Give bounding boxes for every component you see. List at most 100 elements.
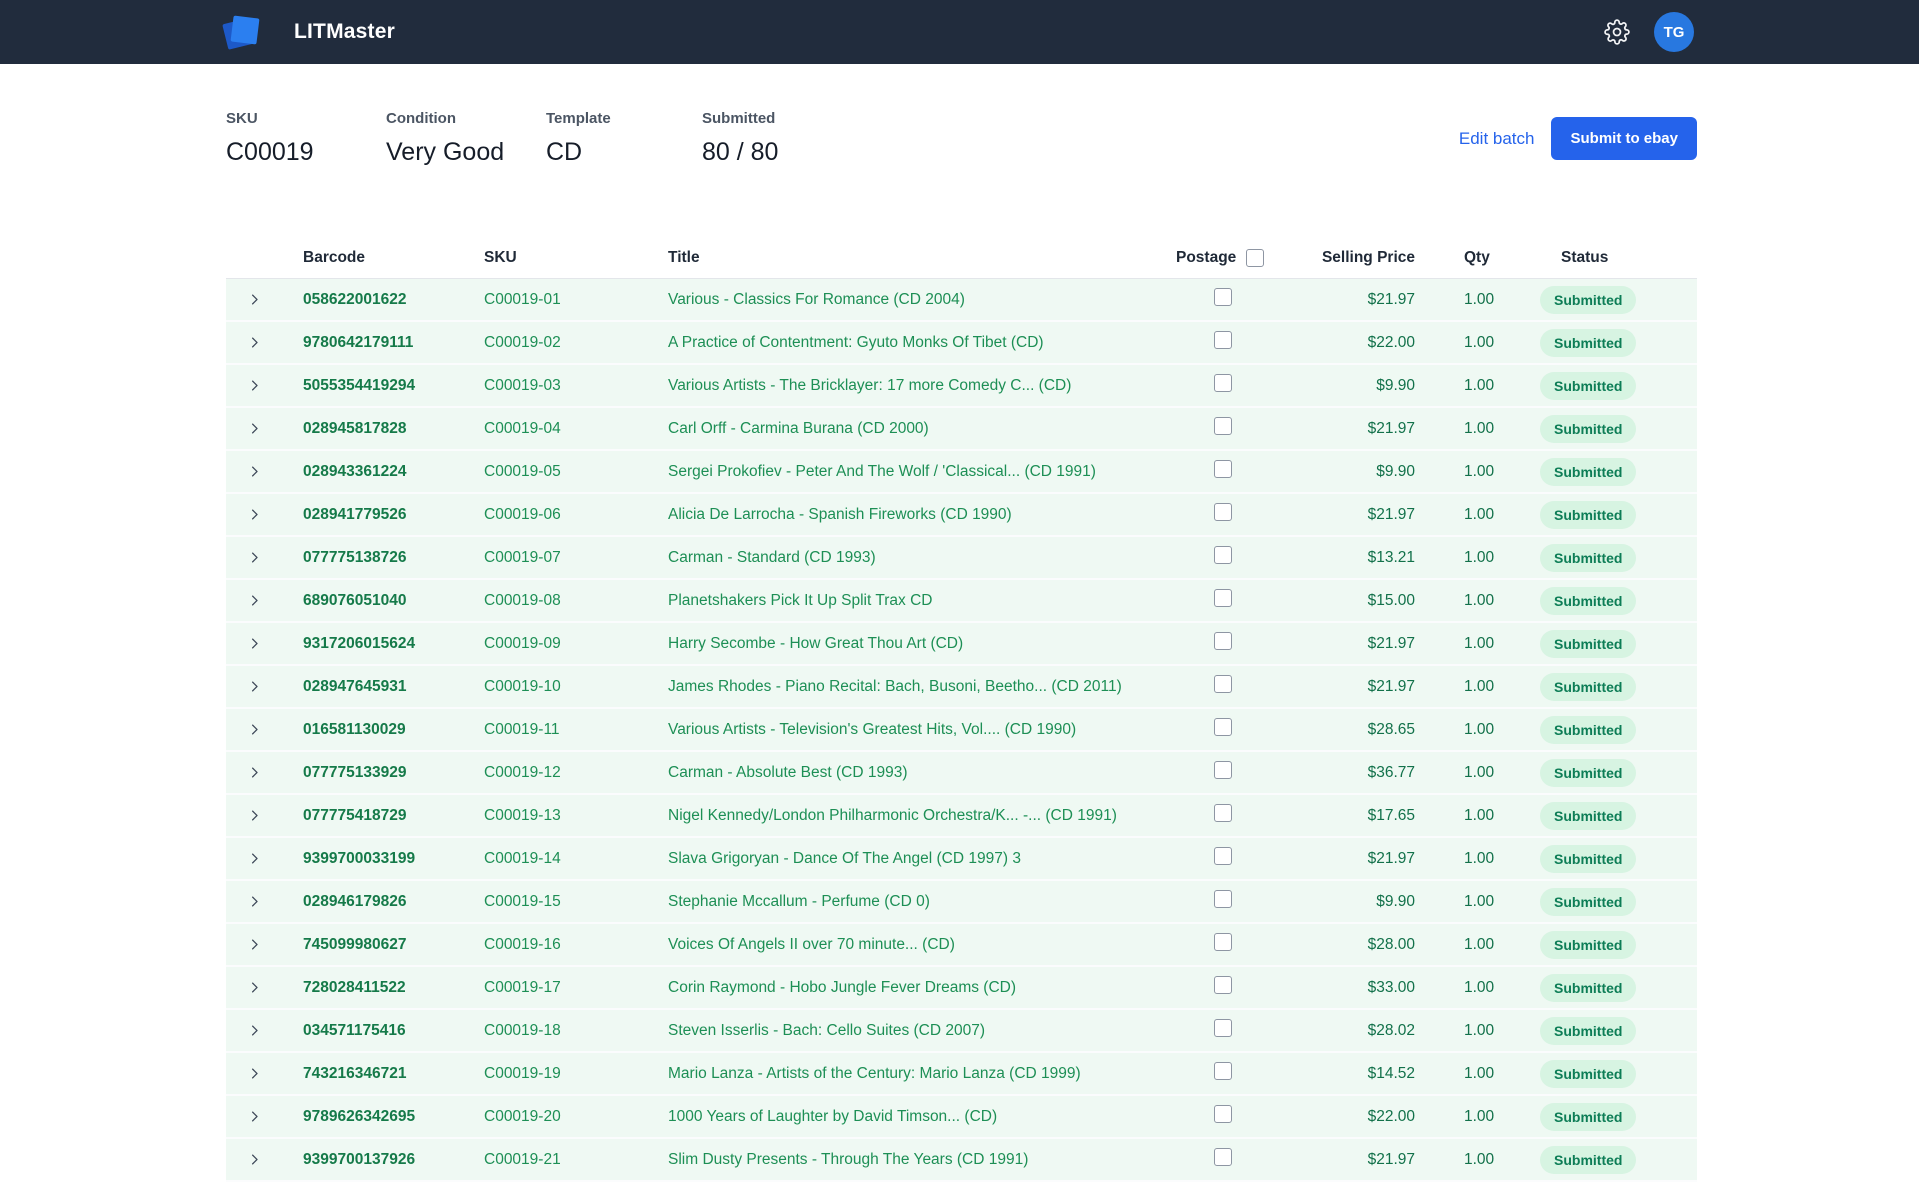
expand-row-button[interactable] — [226, 636, 303, 651]
title-cell[interactable]: 1000 Years of Laughter by David Timson..… — [668, 1107, 998, 1125]
expand-row-button[interactable] — [226, 851, 303, 866]
title-cell[interactable]: Various - Classics For Romance (CD 2004) — [668, 290, 965, 308]
submit-to-ebay-button[interactable]: Submit to ebay — [1551, 117, 1697, 160]
selling-price-cell: $21.97 — [1367, 634, 1415, 652]
expand-row-button[interactable] — [226, 808, 303, 823]
expand-row-button[interactable] — [226, 722, 303, 737]
postage-checkbox[interactable] — [1214, 718, 1232, 736]
chevron-right-icon — [252, 1111, 258, 1122]
status-cell: Submitted — [1516, 930, 1697, 959]
title-cell[interactable]: Alicia De Larrocha - Spanish Fireworks (… — [668, 505, 1012, 523]
title-cell[interactable]: Carman - Absolute Best (CD 1993) — [668, 763, 908, 781]
title-cell[interactable]: Harry Secombe - How Great Thou Art (CD) — [668, 634, 964, 652]
expand-row-button[interactable] — [226, 464, 303, 479]
postage-checkbox[interactable] — [1214, 1062, 1232, 1080]
header-qty: Qty — [1464, 248, 1490, 266]
expand-row-button[interactable] — [226, 292, 303, 307]
expand-row-button[interactable] — [226, 1109, 303, 1124]
postage-checkbox[interactable] — [1214, 503, 1232, 521]
status-badge: Submitted — [1540, 930, 1637, 959]
barcode-cell: 9399700033199 — [303, 849, 416, 867]
postage-checkbox[interactable] — [1214, 804, 1232, 822]
expand-row-button[interactable] — [226, 1066, 303, 1081]
status-badge: Submitted — [1540, 973, 1637, 1002]
postage-checkbox[interactable] — [1214, 890, 1232, 908]
table-row: 9317206015624 C00019-09 Harry Secombe - … — [226, 623, 1697, 666]
table-row: 743216346721 C00019-19 Mario Lanza - Art… — [226, 1053, 1697, 1096]
title-cell[interactable]: Slim Dusty Presents - Through The Years … — [668, 1150, 1029, 1168]
expand-row-button[interactable] — [226, 507, 303, 522]
expand-row-button[interactable] — [226, 335, 303, 350]
expand-row-button[interactable] — [226, 1152, 303, 1167]
title-cell[interactable]: Voices Of Angels II over 70 minute... (C… — [668, 935, 955, 953]
expand-row-button[interactable] — [226, 937, 303, 952]
status-cell: Submitted — [1516, 328, 1697, 357]
postage-checkbox[interactable] — [1214, 417, 1232, 435]
title-cell[interactable]: Steven Isserlis - Bach: Cello Suites (CD… — [668, 1021, 986, 1039]
title-cell[interactable]: Carl Orff - Carmina Burana (CD 2000) — [668, 419, 929, 437]
table-row: 745099980627 C00019-16 Voices Of Angels … — [226, 924, 1697, 967]
selling-price-cell: $22.00 — [1367, 1107, 1415, 1125]
barcode-cell: 016581130029 — [303, 720, 406, 738]
postage-checkbox[interactable] — [1214, 976, 1232, 994]
title-cell[interactable]: Various Artists - The Bricklayer: 17 mor… — [668, 376, 1072, 394]
select-all-postage-checkbox[interactable] — [1246, 248, 1265, 267]
postage-checkbox[interactable] — [1214, 761, 1232, 779]
title-cell[interactable]: A Practice of Contentment: Gyuto Monks O… — [668, 333, 1044, 351]
postage-checkbox[interactable] — [1214, 546, 1232, 564]
title-cell[interactable]: Corin Raymond - Hobo Jungle Fever Dreams… — [668, 978, 1017, 996]
header-status: Status — [1561, 248, 1609, 266]
postage-checkbox[interactable] — [1214, 460, 1232, 478]
postage-checkbox[interactable] — [1214, 331, 1232, 349]
title-cell[interactable]: Mario Lanza - Artists of the Century: Ma… — [668, 1064, 1081, 1082]
postage-checkbox[interactable] — [1214, 1105, 1232, 1123]
postage-checkbox[interactable] — [1214, 589, 1232, 607]
title-cell[interactable]: Nigel Kennedy/London Philharmonic Orches… — [668, 806, 1117, 824]
chevron-right-icon — [252, 509, 258, 520]
postage-checkbox[interactable] — [1214, 288, 1232, 306]
barcode-cell: 028947645931 — [303, 677, 407, 695]
sku-cell: C00019-16 — [484, 935, 561, 953]
postage-checkbox[interactable] — [1214, 933, 1232, 951]
postage-cell — [1176, 718, 1296, 741]
qty-cell: 1.00 — [1464, 290, 1495, 308]
settings-gear-icon[interactable] — [1604, 19, 1630, 45]
status-cell: Submitted — [1516, 1059, 1697, 1088]
barcode-cell: 077775133929 — [303, 763, 407, 781]
title-cell[interactable]: Sergei Prokofiev - Peter And The Wolf / … — [668, 462, 1096, 480]
selling-price-cell: $21.97 — [1367, 1150, 1415, 1168]
qty-cell: 1.00 — [1464, 849, 1495, 867]
postage-cell — [1176, 804, 1296, 827]
expand-row-button[interactable] — [226, 894, 303, 909]
expand-row-button[interactable] — [226, 765, 303, 780]
postage-checkbox[interactable] — [1214, 1019, 1232, 1037]
expand-row-button[interactable] — [226, 593, 303, 608]
postage-checkbox[interactable] — [1214, 632, 1232, 650]
postage-checkbox[interactable] — [1214, 675, 1232, 693]
title-cell[interactable]: Various Artists - Television's Greatest … — [668, 720, 1077, 738]
edit-batch-button[interactable]: Edit batch — [1458, 128, 1535, 148]
expand-row-button[interactable] — [226, 1023, 303, 1038]
expand-row-button[interactable] — [226, 980, 303, 995]
title-cell[interactable]: James Rhodes - Piano Recital: Bach, Buso… — [668, 677, 1122, 695]
title-cell[interactable]: Planetshakers Pick It Up Split Trax CD — [668, 591, 933, 609]
expand-row-button[interactable] — [226, 550, 303, 565]
selling-price-cell: $33.00 — [1367, 978, 1415, 996]
listings-table: Barcode SKU Title Postage Selling Price … — [226, 237, 1697, 1182]
sku-cell: C00019-14 — [484, 849, 561, 867]
barcode-cell: 028945817828 — [303, 419, 407, 437]
barcode-cell: 028943361224 — [303, 462, 407, 480]
sku-cell: C00019-03 — [484, 376, 561, 394]
postage-checkbox[interactable] — [1214, 374, 1232, 392]
title-cell[interactable]: Slava Grigoryan - Dance Of The Angel (CD… — [668, 849, 1021, 867]
title-cell[interactable]: Carman - Standard (CD 1993) — [668, 548, 876, 566]
user-avatar[interactable]: TG — [1654, 12, 1694, 52]
expand-row-button[interactable] — [226, 679, 303, 694]
postage-checkbox[interactable] — [1214, 847, 1232, 865]
postage-checkbox[interactable] — [1214, 1148, 1232, 1166]
expand-row-button[interactable] — [226, 421, 303, 436]
title-cell[interactable]: Stephanie Mccallum - Perfume (CD 0) — [668, 892, 930, 910]
expand-row-button[interactable] — [226, 378, 303, 393]
barcode-cell: 9780642179111 — [303, 333, 414, 351]
table-row: 028945817828 C00019-04 Carl Orff - Carmi… — [226, 408, 1697, 451]
